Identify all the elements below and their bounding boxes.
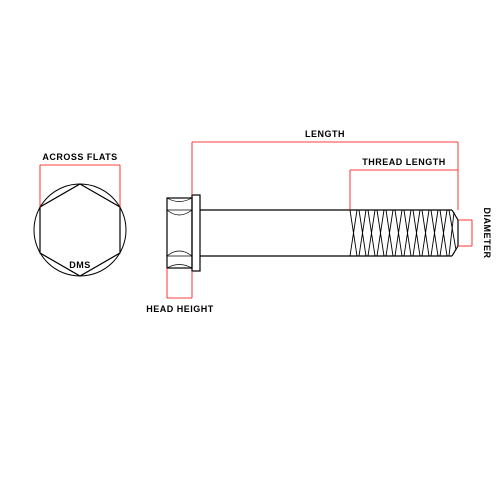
label-thread-length: THREAD LENGTH [362,157,446,167]
label-across-flats: ACROSS FLATS [42,152,117,162]
dim-diameter: DIAMETER [458,208,492,259]
dim-length: LENGTH [192,129,458,210]
bolt-side-view [167,195,458,271]
dim-head-height: HEAD HEIGHT [146,268,214,314]
dim-across-flats: ACROSS FLATS [40,152,120,207]
label-length: LENGTH [305,129,345,139]
label-head-height: HEAD HEIGHT [146,304,214,314]
dim-thread-length: THREAD LENGTH [350,157,458,210]
bolt-diagram: ACROSS FLATS DMS [0,0,500,500]
label-diameter: DIAMETER [482,208,492,259]
label-dms: DMS [69,260,91,270]
